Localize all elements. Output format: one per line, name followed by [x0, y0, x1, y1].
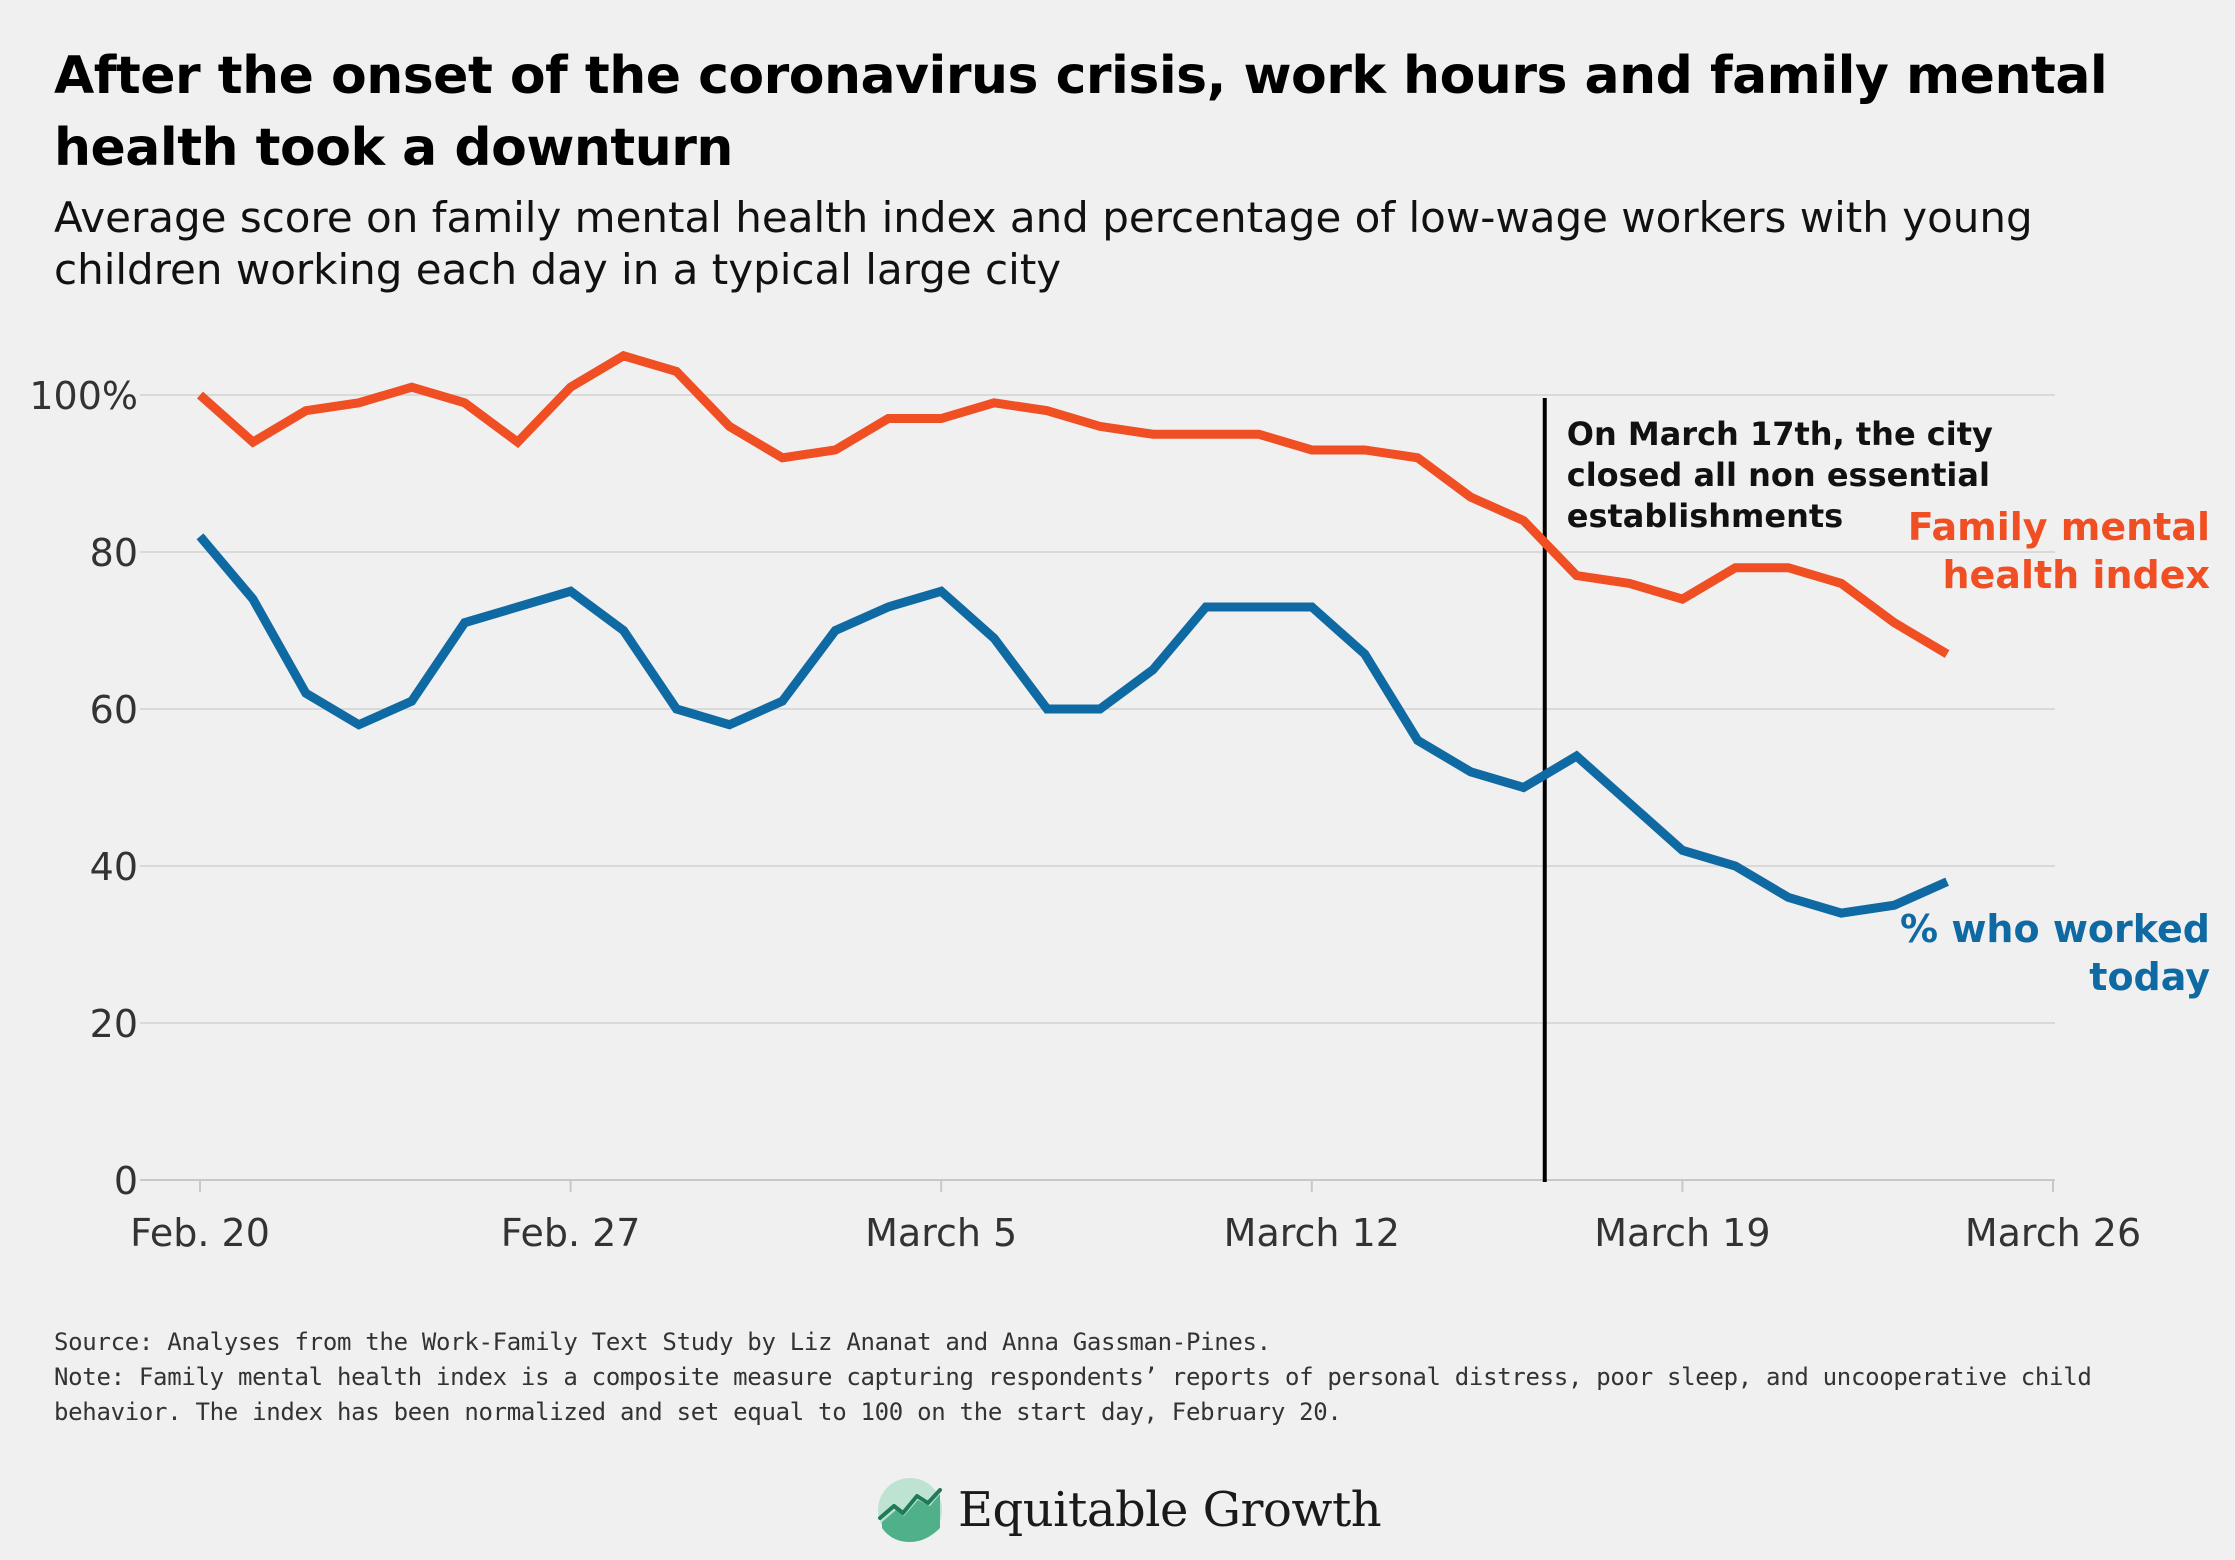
y-tick-label: 40 [90, 845, 138, 889]
series-label-line: health index [1942, 553, 2210, 597]
y-tick-label: 20 [90, 1002, 138, 1046]
line-chart: 0 20 40 60 80 100% Feb. 20 Feb. 27 March 5 March … [29, 350, 2210, 1255]
series-label-line: % who worked [1900, 907, 2210, 951]
x-tick-label: March 12 [1224, 1211, 1400, 1255]
x-tick-label: March 19 [1594, 1211, 1770, 1255]
chart-title: After the onset of the coronavirus crisi… [54, 46, 2108, 178]
x-tick-label: Feb. 20 [130, 1211, 270, 1255]
annotation-line: closed all non essential [1567, 456, 1990, 494]
annotation-text: On March 17th, the city closed all non es… [1567, 415, 1993, 535]
series-label-worked-today: % who worked today [1900, 907, 2210, 999]
growth-chart-icon [878, 1478, 942, 1542]
y-tick-label: 60 [90, 688, 138, 732]
footnotes: Source: Analyses from the Work-Family Te… [54, 1325, 2204, 1430]
method-note: Note: Family mental health index is a co… [54, 1363, 2092, 1426]
series-label-line: today [2089, 955, 2210, 999]
annotation-line: On March 17th, the city [1567, 415, 1993, 453]
series-label-family-mental-health: Family mental health index [1908, 505, 2210, 597]
chart-subtitle: Average score on family mental health in… [54, 193, 2033, 294]
series-label-line: Family mental [1908, 505, 2210, 549]
series-line-worked-today [196, 533, 1949, 918]
y-tick-label: 100% [29, 374, 138, 418]
x-tick-label: March 26 [1965, 1211, 2141, 1255]
brand-logo: Equitable Growth [876, 1470, 1382, 1550]
y-tick-label: 80 [90, 531, 138, 575]
annotation-line: establishments [1567, 497, 1843, 535]
source-note: Source: Analyses from the Work-Family Te… [54, 1328, 1271, 1356]
series-line-family-mental-health [197, 350, 1950, 658]
x-tick-label: Feb. 27 [501, 1211, 641, 1255]
y-tick-label: 0 [114, 1159, 138, 1203]
x-tick-label: March 5 [865, 1211, 1017, 1255]
brand-name: Equitable Growth [958, 1482, 1382, 1538]
